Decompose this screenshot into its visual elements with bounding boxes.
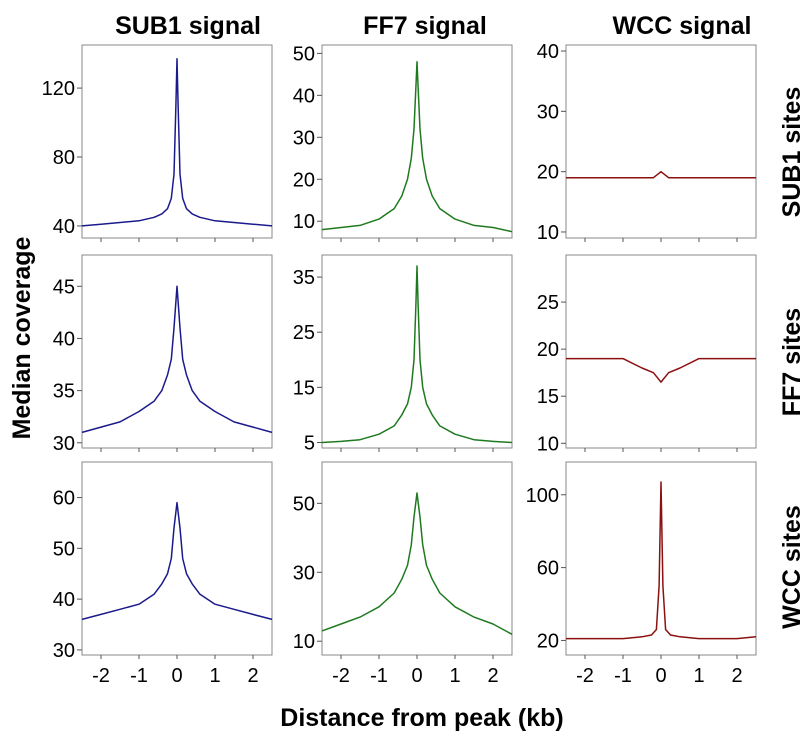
- panel-wcc-sites-wcc-signal-ytick-label: 60: [537, 558, 559, 580]
- panel-wcc-sites-ff7-signal-ytick-label: 50: [293, 493, 315, 515]
- x-axis-title: Distance from peak (kb): [280, 704, 563, 732]
- panel-wcc-sites-wcc-signal-xtick-label: -2: [576, 665, 594, 687]
- panel-wcc-sites-wcc-signal-xtick-label: 2: [731, 665, 742, 687]
- panel-wcc-sites-sub1-signal: 30 40 50 60 -2 -1 0 1 2: [53, 461, 273, 687]
- panel-sub1-sites-ff7-signal-series-line: [321, 61, 513, 233]
- panel-sub1-sites-sub1-signal: 40 80 120: [42, 44, 273, 242]
- panel-wcc-sites-ff7-signal-xtick-label: 1: [449, 665, 460, 687]
- panel-wcc-sites-sub1-signal-ytick-label: 40: [53, 589, 75, 611]
- panel-wcc-sites-ff7-signal-xtick-label: -2: [332, 665, 350, 687]
- column-title-sub1-signal: SUB1 signal: [115, 12, 261, 40]
- y-axis-title: Median coverage: [8, 236, 36, 439]
- panel-ff7-sites-sub1-signal-ytick-label: 35: [53, 381, 75, 403]
- column-title-ff7-signal: FF7 signal: [363, 12, 487, 40]
- panel-ff7-sites-sub1-signal-ytick-label: 30: [53, 433, 75, 455]
- panel-wcc-sites-ff7-signal-frame: [321, 461, 513, 656]
- panel-sub1-sites-ff7-signal-ytick-label: 50: [293, 43, 315, 65]
- panel-ff7-sites-ff7-signal-ytick-label: 5: [304, 432, 315, 454]
- panel-sub1-sites-wcc-signal-frame: [565, 44, 757, 239]
- row-title-sub1-sites: SUB1 sites: [778, 87, 806, 218]
- panel-ff7-sites-sub1-signal-ytick-label: 45: [53, 276, 75, 298]
- panel-ff7-sites-ff7-signal-ytick-label: 35: [293, 267, 315, 289]
- panel-wcc-sites-sub1-signal-frame: [81, 461, 273, 656]
- panel-ff7-sites-wcc-signal: 10 15 20 25: [537, 254, 757, 455]
- row-title-wcc-sites: WCC sites: [778, 505, 806, 629]
- panel-wcc-sites-sub1-signal-xtick-label: 2: [247, 665, 258, 687]
- panel-sub1-sites-wcc-signal-ytick-label: 30: [537, 101, 559, 123]
- panel-sub1-sites-wcc-signal-ytick-label: 20: [537, 162, 559, 184]
- panel-sub1-sites-wcc-signal-series-line: [566, 170, 756, 179]
- panel-ff7-sites-ff7-signal-ytick-label: 25: [293, 322, 315, 344]
- panel-sub1-sites-sub1-signal-ytick-label: 80: [53, 147, 75, 169]
- panel-sub1-sites-wcc-signal: 10 20 30 40: [537, 41, 757, 244]
- panel-wcc-sites-wcc-signal: 20 60 100 -2 -1 0 1 2: [526, 461, 757, 687]
- panel-sub1-sites-wcc-signal-ytick-label: 10: [537, 222, 559, 244]
- row-title-ff7-sites: FF7 sites: [778, 308, 806, 416]
- panel-wcc-sites-sub1-signal-xtick-label: -1: [130, 665, 148, 687]
- panel-ff7-sites-sub1-signal: 30 35 40 45: [53, 254, 273, 455]
- panel-sub1-sites-ff7-signal-ytick-label: 20: [293, 169, 315, 191]
- panel-wcc-sites-ff7-signal-xtick-label: 2: [487, 665, 498, 687]
- panel-ff7-sites-wcc-signal-series-line: [566, 357, 756, 383]
- panel-wcc-sites-ff7-signal-series-line: [321, 492, 513, 635]
- panel-wcc-sites-ff7-signal-ytick-label: 30: [293, 562, 315, 584]
- panel-ff7-sites-ff7-signal: 5 15 25 35: [293, 254, 513, 454]
- panel-wcc-sites-ff7-signal-xtick-label: -1: [370, 665, 388, 687]
- panel-wcc-sites-sub1-signal-series-line: [81, 501, 273, 621]
- panel-ff7-sites-ff7-signal-series-line: [321, 265, 513, 444]
- panel-ff7-sites-ff7-signal-ytick-label: 15: [293, 377, 315, 399]
- panel-wcc-sites-wcc-signal-xtick-label: 0: [655, 665, 666, 687]
- panels-group: 4080120102030405010203040303540455152535…: [42, 41, 757, 687]
- panel-sub1-sites-wcc-signal-ytick-label: 40: [537, 41, 559, 63]
- panel-ff7-sites-sub1-signal-series-line: [81, 285, 273, 434]
- panel-wcc-sites-wcc-signal-xtick-label: 1: [693, 665, 704, 687]
- panel-ff7-sites-wcc-signal-ytick-label: 10: [537, 433, 559, 455]
- panel-wcc-sites-sub1-signal-xtick-label: -2: [92, 665, 110, 687]
- panel-wcc-sites-sub1-signal-ytick-label: 50: [53, 538, 75, 560]
- panel-sub1-sites-ff7-signal-ytick-label: 40: [293, 85, 315, 107]
- panel-wcc-sites-ff7-signal: 10 30 50 -2 -1 0 1 2: [293, 461, 513, 687]
- panel-ff7-sites-sub1-signal-ytick-label: 40: [53, 328, 75, 350]
- panel-wcc-sites-ff7-signal-xtick-label: 0: [411, 665, 422, 687]
- panel-wcc-sites-wcc-signal-ytick-label: 20: [537, 630, 559, 652]
- panel-sub1-sites-ff7-signal-ytick-label: 10: [293, 211, 315, 233]
- panel-sub1-sites-sub1-signal-ytick-label: 40: [53, 216, 75, 238]
- panel-wcc-sites-wcc-signal-ytick-label: 100: [526, 485, 559, 507]
- panel-wcc-sites-sub1-signal-ytick-label: 30: [53, 640, 75, 662]
- panel-sub1-sites-sub1-signal-series-line: [81, 58, 273, 227]
- panel-wcc-sites-wcc-signal-xtick-label: -1: [614, 665, 632, 687]
- panel-wcc-sites-wcc-signal-series-line: [566, 481, 757, 640]
- panel-wcc-sites-sub1-signal-xtick-label: 0: [171, 665, 182, 687]
- panel-sub1-sites-sub1-signal-ytick-label: 120: [42, 78, 75, 100]
- panel-wcc-sites-sub1-signal-xtick-label: 1: [209, 665, 220, 687]
- panel-sub1-sites-ff7-signal: 10 20 30 40 50: [293, 43, 513, 242]
- panel-ff7-sites-sub1-signal-frame: [81, 254, 273, 449]
- panel-wcc-sites-sub1-signal-ytick-label: 60: [53, 488, 75, 510]
- panel-wcc-sites-ff7-signal-ytick-label: 10: [293, 631, 315, 653]
- panel-ff7-sites-wcc-signal-ytick-label: 25: [537, 292, 559, 314]
- panel-ff7-sites-wcc-signal-ytick-label: 20: [537, 339, 559, 361]
- panel-ff7-sites-wcc-signal-ytick-label: 15: [537, 386, 559, 408]
- column-title-wcc-signal: WCC signal: [613, 12, 752, 40]
- panel-ff7-sites-wcc-signal-frame: [565, 254, 757, 449]
- panel-sub1-sites-ff7-signal-ytick-label: 30: [293, 127, 315, 149]
